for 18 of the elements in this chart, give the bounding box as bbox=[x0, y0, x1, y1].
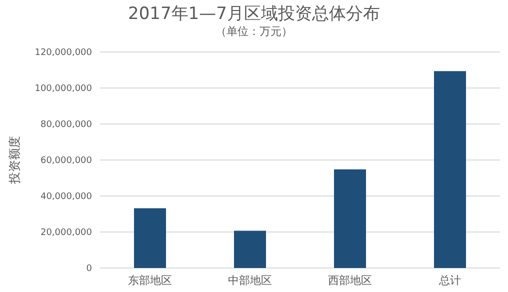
x-tick-label: 总计 bbox=[438, 274, 461, 287]
bar bbox=[434, 71, 466, 268]
y-tick-label: 0 bbox=[86, 264, 92, 274]
x-tick-label: 东部地区 bbox=[128, 274, 172, 287]
chart-subtitle: （单位：万元） bbox=[214, 24, 294, 39]
bar bbox=[234, 230, 266, 268]
y-tick-label: 100,000,000 bbox=[34, 84, 92, 94]
x-tick-label: 西部地区 bbox=[328, 274, 372, 287]
bar bbox=[134, 208, 166, 268]
chart-title: 2017年1—7月区域投资总体分布 bbox=[127, 3, 381, 25]
y-tick-label: 60,000,000 bbox=[40, 156, 92, 166]
bar bbox=[334, 169, 366, 268]
y-tick-label: 40,000,000 bbox=[40, 192, 92, 202]
y-tick-label: 120,000,000 bbox=[34, 48, 92, 58]
y-tick-label: 20,000,000 bbox=[40, 228, 92, 238]
y-tick-label: 80,000,000 bbox=[40, 120, 92, 130]
x-tick-label: 中部地区 bbox=[228, 274, 272, 287]
y-axis-title: 投资额度 bbox=[7, 136, 22, 185]
